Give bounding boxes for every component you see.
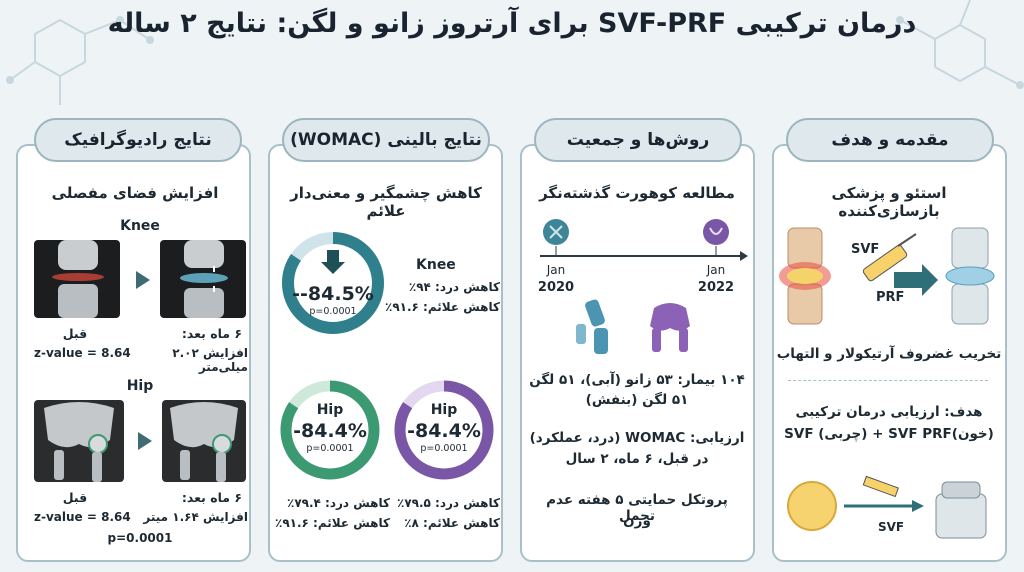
patients-line1: ۱۰۴ بیمار: ۵۳ زانو (آبی)، ۵۱ لگن [529, 372, 745, 388]
protocol-line1: پروتکل حمایتی ۵ هفته عدم تحمل [546, 492, 728, 524]
fat-cell-icon [787, 481, 837, 531]
prf-label: PRF [876, 290, 905, 305]
hip-green-label: Hip [316, 402, 344, 418]
knee-clinical-label: Knee [416, 257, 456, 273]
knee-after-label: ۶ ماه بعد: [181, 326, 242, 341]
hip-xray-arrow-icon [138, 432, 152, 450]
tab-clinical: نتایج بالینی (WOMAC) [282, 118, 490, 162]
timeline [540, 219, 748, 261]
hip-purple-ring-progress [394, 380, 494, 480]
hip-purple-label: Hip [430, 402, 458, 418]
knee-ring-p: p=0.0001 [309, 306, 357, 317]
hip-green-ring-progress [280, 380, 380, 480]
knee-xray-arrow-icon [136, 271, 150, 289]
hip-joint-icon [650, 303, 690, 352]
hip-increase: افزایش ۱.۶۴ میتر [143, 510, 248, 524]
radio-heading: افزایش فضای مفصلی [51, 184, 219, 202]
timeline-end-month: Jan [706, 263, 726, 277]
small-syringe-icon [862, 475, 899, 498]
fat-to-centrifuge-illustration [787, 475, 987, 539]
knee-ring-value: --84.5% [292, 283, 374, 305]
knee-before-label: قبل [62, 326, 88, 341]
healthy-knee-icon [945, 227, 995, 325]
knee-xray-label: Knee [120, 218, 160, 234]
timeline-start-year: 2020 [537, 280, 575, 295]
eval-line2: در قبل، ۶ ماه، ۲ سال [565, 451, 709, 467]
syringe-icon [862, 233, 917, 282]
intro-divider [788, 380, 988, 381]
goal-line1: هدف: ارزیابی درمان ترکیبی [795, 404, 983, 420]
knee-xray-after [160, 240, 246, 318]
hip-z-value: z-value = 8.64 [34, 510, 131, 524]
joint-icons [576, 299, 690, 354]
hip-purple-p: p=0.0001 [420, 443, 468, 454]
hip-before-label: قبل [62, 490, 88, 505]
tab-intro: مقدمه و هدف [786, 118, 994, 162]
hip-purple-pain: کاهش درد: ۷۹.۵٪ [396, 496, 500, 510]
hip-xray-label: Hip [126, 378, 154, 394]
svf-label: SVF [851, 242, 880, 257]
radio-panel [16, 144, 251, 562]
hip-xray-before [34, 400, 124, 482]
treatment-arrow-icon [894, 264, 938, 296]
svf-label-2: SVF [878, 520, 905, 534]
knee-ring-progress [282, 232, 384, 334]
hip-purple-symptoms: کاهش علائم: ۸٪ [404, 516, 500, 530]
down-arrow-icon [321, 250, 345, 274]
damage-text: تخریب غضروف آرتیکولار و التهاب [776, 346, 1002, 362]
hip-green-symptoms: کاهش علائم: ۹۱.۶٪ [274, 516, 390, 530]
hip-green-pain: کاهش درد: ۷۹.۴٪ [286, 496, 390, 510]
knee-symptoms: کاهش علائم: ۹۱.۶٪ [384, 300, 500, 314]
clinical-heading: کاهش چشمگیر و معنی‌دار علائم [290, 184, 482, 220]
hip-purple-value: -84.4% [407, 420, 481, 442]
hip-green-ring [280, 380, 380, 480]
knee-increase: افزایش ۲.۰۲ میلی‌متر [172, 346, 248, 374]
tab-radio: نتایج رادیوگرافیک [34, 118, 242, 162]
knee-z-value: z-value = 8.64 [34, 346, 131, 360]
methods-heading: مطالعه کوهورت گذشته‌نگر [539, 184, 735, 202]
knee-treatment-illustration [779, 227, 995, 325]
hip-after-label: ۶ ماه بعد: [181, 490, 242, 505]
hip-green-value: -84.4% [293, 420, 367, 442]
hip-p-value: p=0.0001 [107, 531, 173, 545]
tab-methods: روش‌ها و جمعیت [534, 118, 742, 162]
inflamed-knee-icon [779, 227, 831, 325]
knee-pain: کاهش درد: ۹۴٪ [408, 280, 500, 294]
clinical-panel [268, 144, 503, 562]
hip-xray-after [162, 400, 246, 482]
timeline-end-year: 2022 [697, 280, 735, 295]
timeline-end-icon [703, 219, 729, 245]
hip-purple-ring [394, 380, 494, 480]
knee-xray-before [34, 240, 120, 318]
molecule-decoration-right [896, 0, 1024, 89]
methods-panel [520, 144, 755, 562]
page-title: درمان ترکیبی SVF-PRF برای آرتروز زانو و … [107, 8, 917, 39]
hip-green-p: p=0.0001 [306, 443, 354, 454]
eval-line1: ارزیابی: WOMAC (درد، عملکرد) [529, 430, 745, 446]
knee-joint-icon [576, 299, 608, 354]
patients-line2: ۵۱ لگن (بنفش) [585, 392, 689, 408]
intro-heading: استئو و پزشکی بازسازی‌کننده [831, 184, 947, 220]
protocol-line2: وزن [623, 513, 651, 529]
goal-line2: SVF (چربی) + SVF PRF(خون) [784, 426, 994, 442]
knee-ring [282, 232, 384, 334]
centrifuge-icon [935, 481, 987, 539]
molecule-decoration-left [6, 16, 154, 105]
timeline-start-month: Jan [546, 263, 566, 277]
